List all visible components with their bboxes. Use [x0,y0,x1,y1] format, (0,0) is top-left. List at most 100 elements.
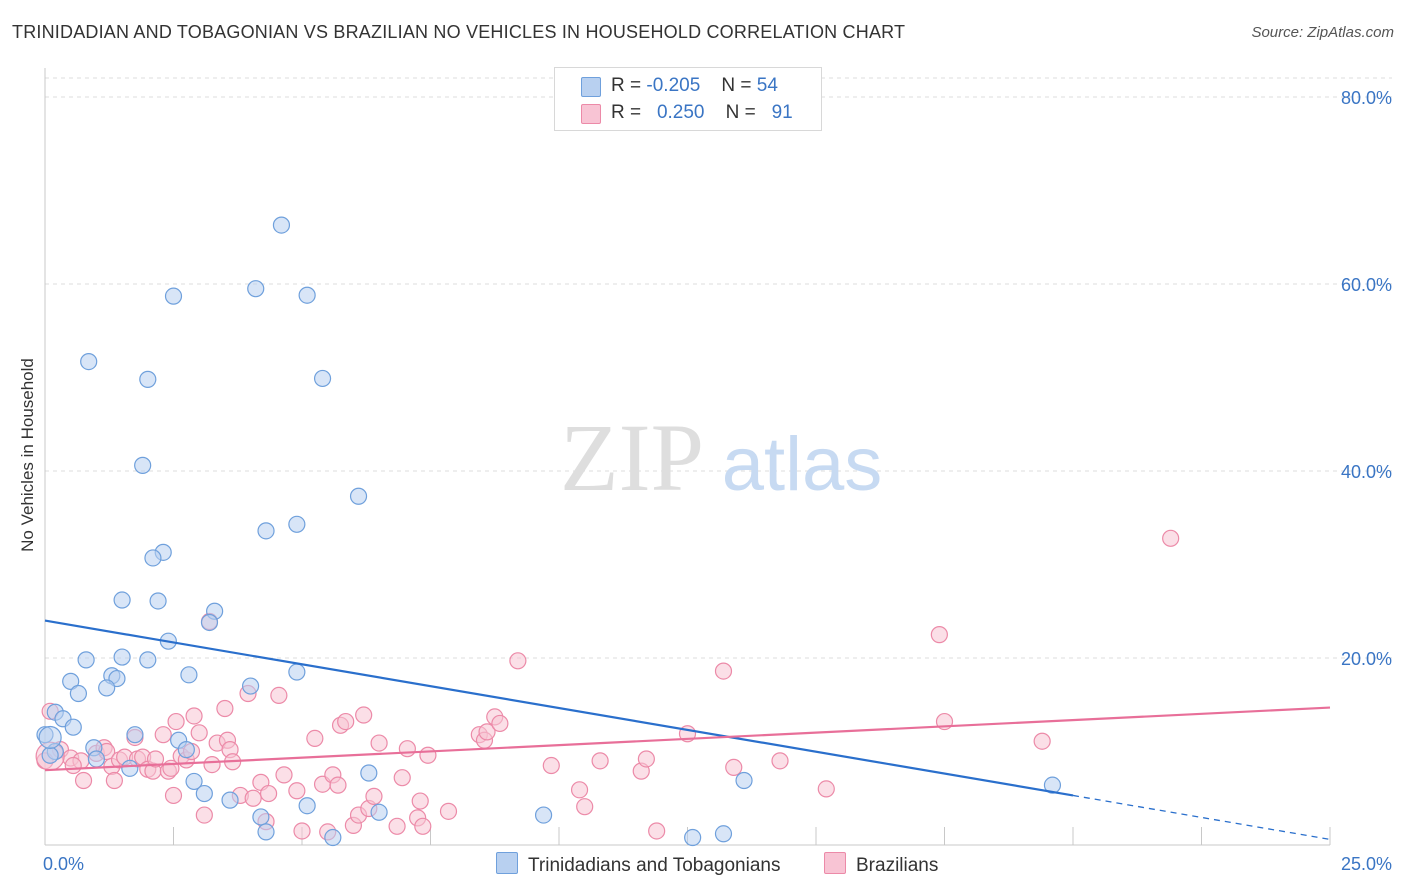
brazilian-point [270,686,288,705]
brazilian-point [259,784,278,803]
brazilian-point [509,652,527,670]
trend-lines [44,619,1331,841]
legend-label: Trinidadians and Tobagonians [528,855,781,876]
x-tick-label: 25.0% [1341,854,1392,874]
brazilian-point [411,792,429,810]
brazilian-point [398,740,416,758]
legend-swatch-pink [581,104,601,124]
trinidadian-point [735,771,753,790]
trinidadian-point [257,823,275,841]
n-value: 54 [756,75,778,96]
legend-item-brazilians[interactable]: Brazilians [824,852,938,877]
trinidadian-point [149,592,167,610]
trinidadian-point-cluster [38,725,62,750]
chart-title: TRINIDADIAN AND TOBAGONIAN VS BRAZILIAN … [12,22,906,42]
brazilian-point [195,806,213,824]
trinidadian-point [370,803,388,821]
watermark-zip: ZIP [560,404,704,511]
brazilian-point [570,781,589,799]
y-tick-label: 20.0% [1341,649,1392,669]
legend-swatch-pink [824,852,846,874]
brazilian-point [203,755,221,774]
brazilian-point [185,707,203,725]
trinidadian-point [87,750,106,768]
brazilian-trend-line [44,706,1331,772]
trinidadian-point [139,370,157,388]
trinidadian-trend-line [44,619,1074,797]
trinidadian-point [164,287,183,305]
gridlines [45,77,1392,659]
brazilian-point [576,798,594,816]
trinidadian-point [139,651,157,669]
brazilian-point [190,724,208,742]
n-label: N = [725,102,756,123]
tick-labels: 20.0% 40.0% 60.0% 80.0% 0.0% 25.0% [43,88,1392,874]
trinidadian-point [360,764,378,782]
legend-swatch-blue [581,77,601,97]
trinidadian-point [185,772,203,791]
trinidadian-point [257,522,275,540]
trinidadian-point [177,741,195,759]
brazilian-point [355,706,373,724]
trinidadian-point [62,672,80,690]
brazilian-point [164,786,183,805]
brazilian-point [648,822,666,840]
brazilian-point [1162,529,1180,547]
brazilian-point [370,734,388,752]
brazilian-point [337,712,355,731]
trinidadian-point [200,613,219,632]
trinidadian-point [714,825,733,843]
trinidadian-point [534,806,553,824]
brazilian-point [275,766,293,784]
legend-label: Brazilians [856,855,939,876]
trinidadian-point [77,651,95,669]
trinidadian-point [313,369,332,388]
trinidadian-point [288,515,306,533]
trinidadian-point [247,280,265,298]
trinidadian-point [324,828,342,847]
r-value: -0.205 [646,75,701,96]
brazilian-point [414,817,432,835]
trinidadian-point [298,286,316,304]
trinidadian-point [113,591,131,609]
brazilian-point [725,758,743,776]
trinidadian-point [113,648,131,666]
brazilian-point [439,802,458,820]
brazilian-point [244,789,262,807]
brazilian-point [154,726,172,744]
legend-swatch-blue [496,852,518,874]
brazilian-point [388,817,406,835]
x-tick-label: 0.0% [43,854,84,874]
r-label: R = [611,102,642,123]
correlation-legend: R = -0.205 N = 54 R = 0.250 N = 91 [554,67,822,131]
brazilian-point [365,787,383,805]
trinidadian-point [41,746,59,764]
brazilian-point [1033,732,1051,750]
brazilian-point [146,750,165,768]
brazilian-point [817,780,835,798]
trinidadian-point [349,487,368,505]
brazilian-point [714,662,733,680]
legend-item-trinidadians[interactable]: Trinidadians and Tobagonians [496,852,780,877]
brazilian-point [637,750,655,768]
brazilian-point [478,723,496,741]
trinidadian-point [1043,776,1062,794]
trinidadians-points [36,216,1062,847]
brazilian-point [293,822,311,840]
y-tick-label: 40.0% [1341,462,1392,482]
trinidadian-point [69,684,88,703]
trinidadian-point [252,808,270,826]
trinidadian-point [126,726,144,744]
trinidadian-point [298,797,316,815]
n-value: 91 [771,102,793,123]
trinidadian-point [221,791,239,809]
trinidadian-point [144,549,162,567]
brazilian-point [542,756,560,775]
watermark-atlas: atlas [722,422,883,507]
brazilian-point [74,771,93,790]
source-credit: Source: ZipAtlas.com [1251,24,1394,41]
brazilian-point [167,712,185,731]
y-tick-label: 60.0% [1341,275,1392,295]
trinidadian-point [134,456,152,474]
